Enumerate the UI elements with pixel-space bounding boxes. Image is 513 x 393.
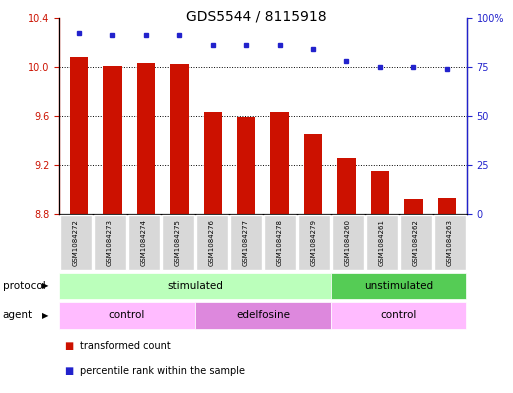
Text: ▶: ▶ (42, 281, 49, 290)
Bar (438, 198, 456, 214)
Bar (298, 215, 330, 270)
Bar (70, 57, 88, 214)
Text: GSM1084279: GSM1084279 (311, 219, 317, 266)
Bar (237, 117, 255, 214)
Bar (204, 112, 222, 214)
Text: percentile rank within the sample: percentile rank within the sample (80, 366, 245, 376)
Bar (230, 215, 262, 270)
Bar (366, 215, 398, 270)
Text: transformed count: transformed count (80, 341, 170, 351)
Text: edelfosine: edelfosine (236, 310, 290, 320)
Bar (162, 215, 194, 270)
Bar (170, 64, 189, 214)
Bar (270, 112, 289, 214)
Text: agent: agent (3, 310, 33, 320)
Text: control: control (109, 310, 145, 320)
Text: unstimulated: unstimulated (364, 281, 433, 291)
Text: stimulated: stimulated (167, 281, 223, 291)
Text: GSM1084262: GSM1084262 (413, 219, 419, 266)
Text: GSM1084263: GSM1084263 (447, 219, 453, 266)
Text: GSM1084277: GSM1084277 (243, 219, 249, 266)
Bar (331, 302, 466, 329)
Bar (331, 215, 364, 270)
Text: GSM1084260: GSM1084260 (345, 219, 351, 266)
Bar (404, 200, 423, 214)
Text: ■: ■ (64, 366, 73, 376)
Text: GSM1084274: GSM1084274 (141, 219, 147, 266)
Text: protocol: protocol (3, 281, 45, 291)
Bar (60, 273, 330, 299)
Text: GSM1084261: GSM1084261 (379, 219, 385, 266)
Text: control: control (381, 310, 417, 320)
Bar (94, 215, 126, 270)
Bar (371, 171, 389, 214)
Bar (60, 302, 194, 329)
Bar (60, 215, 92, 270)
Text: GSM1084278: GSM1084278 (277, 219, 283, 266)
Bar (304, 134, 322, 214)
Text: GSM1084273: GSM1084273 (107, 219, 113, 266)
Bar (137, 62, 155, 214)
Text: GSM1084276: GSM1084276 (209, 219, 215, 266)
Bar (264, 215, 296, 270)
Text: ▶: ▶ (42, 311, 49, 320)
Bar (433, 215, 466, 270)
Bar (337, 158, 356, 214)
Text: ■: ■ (64, 341, 73, 351)
Text: GSM1084272: GSM1084272 (73, 219, 79, 266)
Bar (195, 215, 228, 270)
Bar (331, 273, 466, 299)
Bar (128, 215, 160, 270)
Text: GDS5544 / 8115918: GDS5544 / 8115918 (186, 10, 327, 24)
Bar (195, 302, 330, 329)
Text: GSM1084275: GSM1084275 (175, 219, 181, 266)
Bar (103, 66, 122, 214)
Bar (400, 215, 432, 270)
